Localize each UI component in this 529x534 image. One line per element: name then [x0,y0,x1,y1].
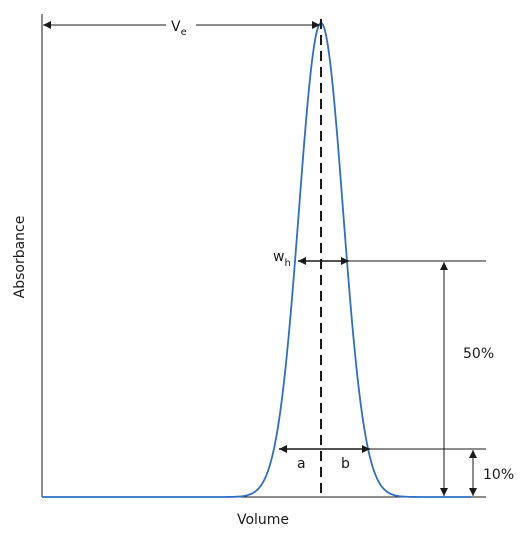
ve-label: Ve [171,19,187,38]
fifty-percent-label: 50% [463,346,494,362]
x-axis-label: Volume [237,512,289,528]
ten-percent-label: 10% [483,467,514,483]
peak-curve [42,21,471,498]
ve-label-background [166,13,196,35]
wh-label: wh [273,249,291,269]
a-label: a [297,456,306,472]
b-label: b [341,456,350,472]
y-axis-label: Absorbance [12,216,28,299]
